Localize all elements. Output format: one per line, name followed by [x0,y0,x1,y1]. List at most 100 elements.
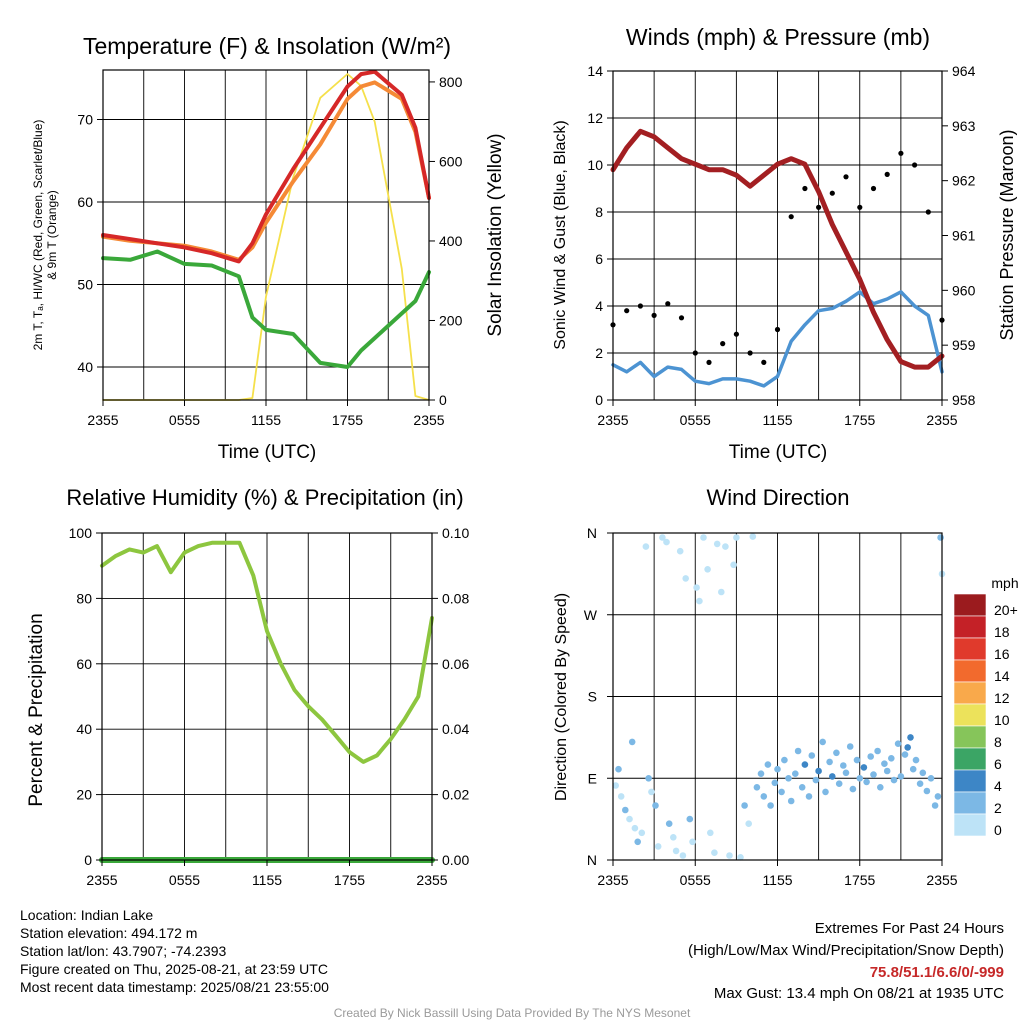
created-text: Figure created on Thu, 2025-08-21, at 23… [20,961,328,977]
humidity-line [100,540,434,764]
y2-tick-label: 200 [439,312,463,328]
legend-swatch [953,769,987,793]
direction-point [686,815,694,823]
temperature-xlabel: Time (UTC) [218,442,317,463]
gust-point [774,326,781,333]
gust-point [624,308,630,314]
y2-tick-label: 400 [439,233,463,249]
y-tick-label: 60 [76,656,92,672]
direction-point [787,797,795,805]
direction-point [704,566,711,573]
y2-tick-label: 960 [952,282,976,298]
direction-point [890,776,898,784]
legend-swatch [953,791,987,815]
y-tick-label: 40 [76,721,92,737]
direction-point [792,770,799,777]
x-tick-label: 0555 [169,412,200,428]
direction-point [870,771,877,778]
direction-point [682,575,689,582]
y-tick-label: 50 [77,277,93,293]
winds-y-ticks: 0 2 4 6 8 10 12 14 [587,63,613,408]
direction-point [654,843,662,850]
y-tick-label: 2 [595,345,603,361]
direction-point [771,779,779,787]
gust-point [857,204,863,210]
direction-point [785,775,792,782]
legend-label: 10 [994,712,1010,728]
humidity-title: Relative Humidity (%) & Precipitation (i… [66,485,463,510]
x-tick-label: 1155 [251,412,281,428]
x-tick-label: 1755 [844,412,875,428]
direction-point [860,764,868,771]
y2-tick-label: 0.10 [442,525,469,541]
direction-point [722,543,729,550]
max-gust-text: Max Gust: 13.4 mph On 08/21 at 1935 UTC [713,985,1004,1002]
winds-x-ticks: 2355 0555 1155 1755 2355 [597,400,958,428]
direction-point [812,776,820,784]
y2-tick-label: 0.08 [442,590,469,606]
y-tick-label: 8 [595,204,603,220]
direction-point [718,588,725,596]
direction-point [711,849,718,856]
direction-point [842,769,850,777]
location-text: Location: Indian Lake [20,907,154,923]
gust-point [733,331,740,337]
y-tick-label: E [588,770,597,786]
direction-point [937,534,944,541]
direction-point [760,793,768,800]
direction-point [877,784,884,791]
gust-point [884,171,890,177]
direction-point [815,767,822,775]
pressure-line [610,128,945,370]
direction-point [741,802,748,809]
gust-point [678,315,685,321]
direction-point [931,802,939,809]
y-tick-label: S [588,689,597,705]
winds-xlabel: Time (UTC) [729,442,828,463]
gust-point [637,303,644,309]
direction-point [631,824,639,832]
legend-swatch [953,703,987,727]
legend-swatch [953,637,987,661]
y-tick-label: 10 [587,157,603,173]
y-tick-label: 60 [77,194,93,210]
x-tick-label: 2355 [926,872,957,888]
direction-title: Wind Direction [706,485,849,510]
direction-point [846,743,854,750]
x-tick-label: 2355 [87,412,118,428]
legend-label: 16 [994,646,1010,662]
temperature-x-ticks: 2355 0555 1155 1755 2355 [87,400,445,428]
winds-y2-ticks: 958 959 960 961 962 963 964 [942,63,976,408]
direction-point [907,734,914,741]
legend-swatch [953,593,987,617]
y-tick-label: 80 [76,590,92,606]
extremes-values: 75.8/51.1/6.6/0/-999 [869,964,1004,981]
direction-point [835,780,843,787]
temperature-ylabel-line1: 2m T, Tₐ, HI/WC (Red, Green, Scarlet/Blu… [31,120,45,351]
y-tick-label: 12 [587,110,603,126]
y2-tick-label: 600 [439,153,463,169]
y2-tick-label: 964 [952,63,976,79]
direction-point [652,802,659,809]
direction-point [612,782,619,789]
x-tick-label: 0555 [169,872,200,888]
direction-point [665,820,673,827]
direction-point [867,753,874,760]
gust-point [692,350,698,356]
direction-point [713,540,721,548]
gust-point [925,209,931,215]
winds-grid [613,71,942,400]
recent-text: Most recent data timestamp: 2025/08/21 2… [20,979,329,995]
direction-point [781,756,788,764]
gust-point [912,162,918,168]
direction-point [822,788,829,796]
direction-point [801,761,809,768]
gust-point [816,204,822,210]
legend-label: 18 [994,624,1010,640]
direction-point [645,775,652,782]
humidity-panel: Relative Humidity (%) & Precipitation (i… [26,485,469,888]
direction-point [757,770,765,777]
direction-point [798,784,806,791]
legend-swatch [953,681,987,705]
